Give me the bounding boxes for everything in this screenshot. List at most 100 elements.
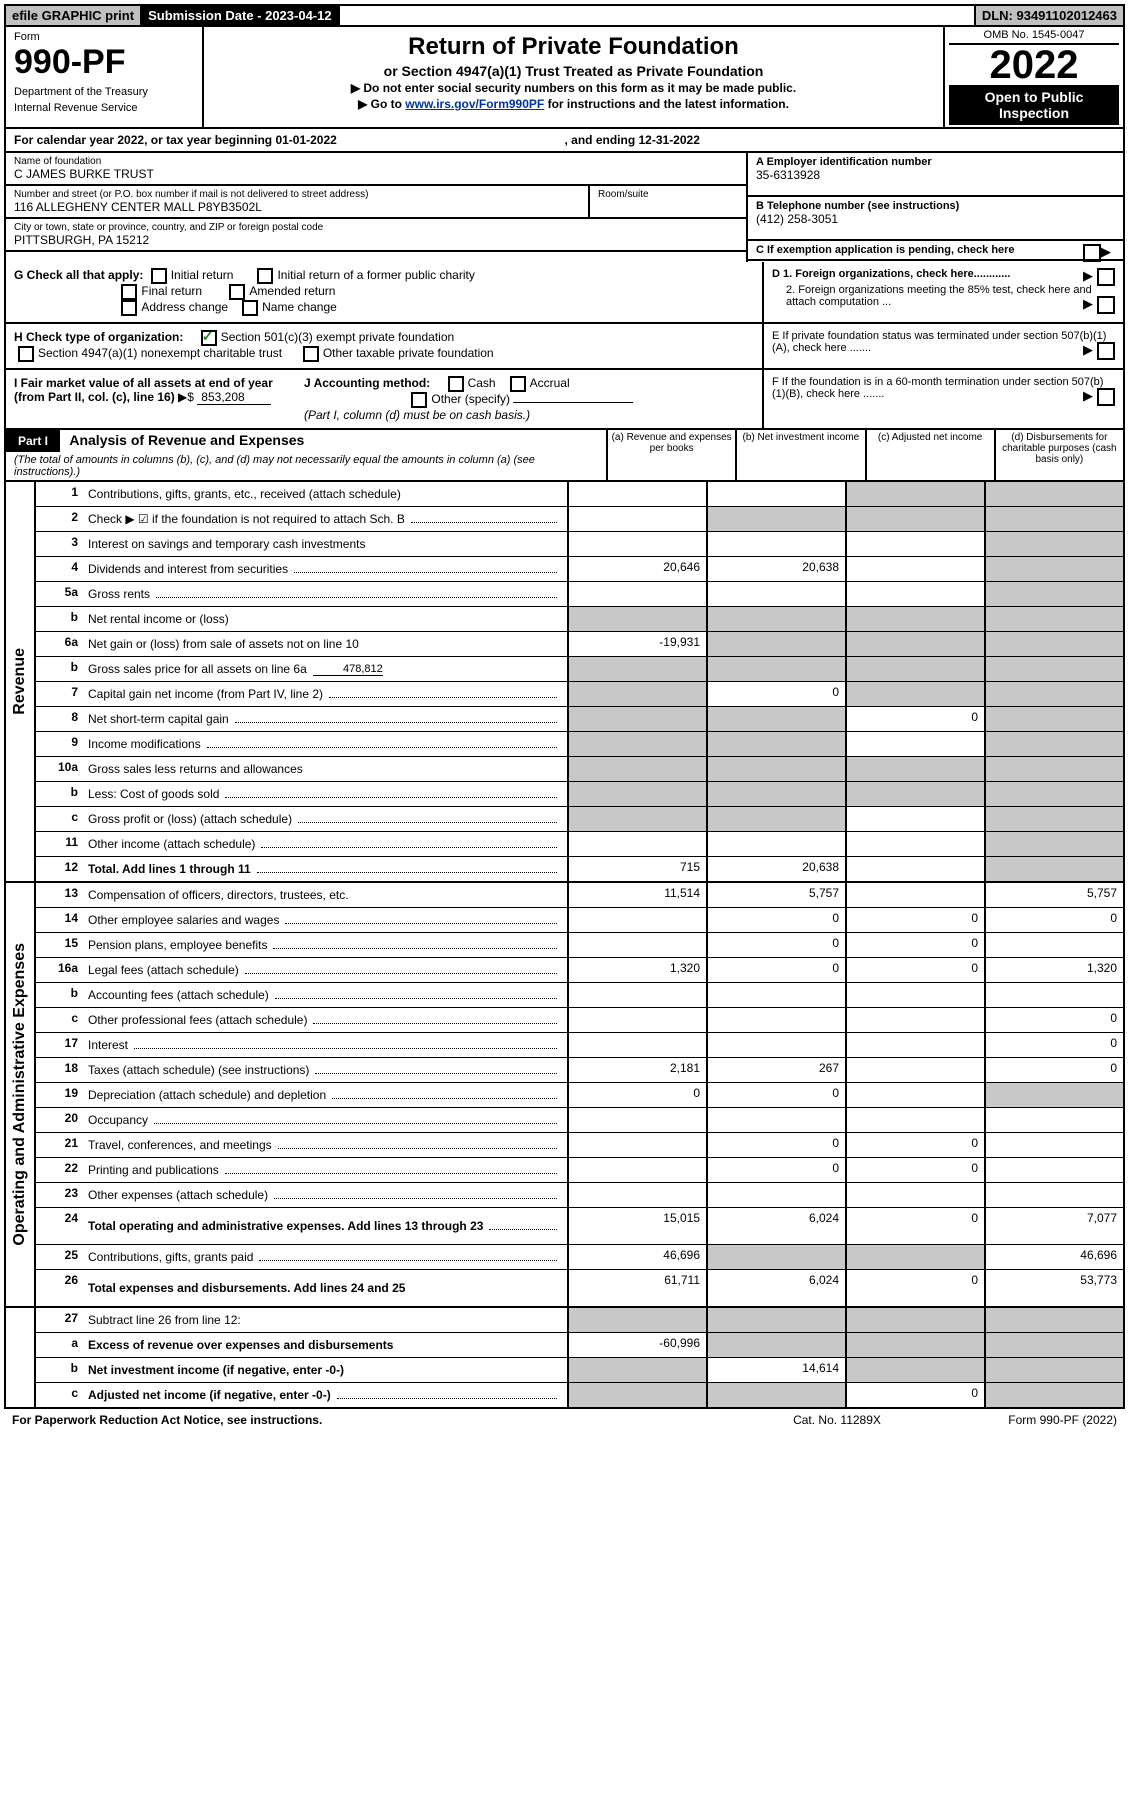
e-checkbox[interactable] xyxy=(1097,342,1115,360)
table-row: 11Other income (attach schedule) xyxy=(36,832,1123,857)
g-initial-checkbox[interactable] xyxy=(151,268,167,284)
amount-col-a: 715 xyxy=(567,857,706,881)
amount-col-d: 0 xyxy=(984,908,1123,932)
j-accrual-checkbox[interactable] xyxy=(510,376,526,392)
j-cash-checkbox[interactable] xyxy=(448,376,464,392)
g-amended-checkbox[interactable] xyxy=(229,284,245,300)
box-h: H Check type of organization: Section 50… xyxy=(6,324,762,368)
dots-leader xyxy=(245,966,557,974)
box-i: I Fair market value of all assets at end… xyxy=(14,376,294,422)
amount-col-d xyxy=(984,1083,1123,1107)
line-number: b xyxy=(36,657,84,681)
table-row: 7Capital gain net income (from Part IV, … xyxy=(36,682,1123,707)
amount-col-a xyxy=(567,1108,706,1132)
table-row: 27Subtract line 26 from line 12: xyxy=(36,1308,1123,1333)
dots-leader xyxy=(329,690,557,698)
amount-col-b xyxy=(706,632,845,656)
line-desc-text: Gross sales less returns and allowances xyxy=(88,762,303,776)
g-final-checkbox[interactable] xyxy=(121,284,137,300)
amount-col-d xyxy=(984,507,1123,531)
line-description: Other employee salaries and wages xyxy=(84,908,567,932)
amount-col-d xyxy=(984,682,1123,706)
table-row: 12Total. Add lines 1 through 1171520,638 xyxy=(36,857,1123,881)
amount-col-c: 0 xyxy=(845,908,984,932)
amount-col-c xyxy=(845,657,984,681)
amount-col-a xyxy=(567,732,706,756)
line-number: c xyxy=(36,1383,84,1407)
line-desc-text: Income modifications xyxy=(88,737,201,751)
amount-col-b xyxy=(706,832,845,856)
amount-col-d xyxy=(984,632,1123,656)
g-address-checkbox[interactable] xyxy=(121,300,137,316)
amount-col-b xyxy=(706,757,845,781)
amount-col-c xyxy=(845,1108,984,1132)
amount-col-c: 0 xyxy=(845,1133,984,1157)
g-name-checkbox[interactable] xyxy=(242,300,258,316)
irs-label: Internal Revenue Service xyxy=(14,102,194,114)
d2-checkbox[interactable] xyxy=(1097,296,1115,314)
amount-col-a xyxy=(567,757,706,781)
col-d-header: (d) Disbursements for charitable purpose… xyxy=(994,430,1123,480)
f-checkbox[interactable] xyxy=(1097,388,1115,406)
amount-col-b: 0 xyxy=(706,958,845,982)
part-1-desc-col: Part I Analysis of Revenue and Expenses … xyxy=(6,430,606,480)
line-description: Gross sales less returns and allowances xyxy=(84,757,567,781)
amount-col-a xyxy=(567,1008,706,1032)
amount-col-c xyxy=(845,532,984,556)
line-description: Total. Add lines 1 through 11 xyxy=(84,857,567,881)
box-c-checkbox[interactable] xyxy=(1083,244,1101,262)
line-number: 19 xyxy=(36,1083,84,1107)
h-4947-checkbox[interactable] xyxy=(18,346,34,362)
amount-col-b: 6,024 xyxy=(706,1270,845,1306)
amount-col-d xyxy=(984,557,1123,581)
instr-1: ▶ Do not enter social security numbers o… xyxy=(212,81,935,95)
amount-col-d xyxy=(984,1383,1123,1407)
h-other-checkbox[interactable] xyxy=(303,346,319,362)
revenue-rows: 1Contributions, gifts, grants, etc., rec… xyxy=(36,482,1123,881)
street-cell: Number and street (or P.O. box number if… xyxy=(6,186,590,217)
amount-col-a: 61,711 xyxy=(567,1270,706,1306)
operating-vlabel: Operating and Administrative Expenses xyxy=(6,883,36,1306)
j-other-checkbox[interactable] xyxy=(411,392,427,408)
line-number: b xyxy=(36,983,84,1007)
footer-mid: Cat. No. 11289X xyxy=(737,1413,937,1427)
amount-col-b: 0 xyxy=(706,908,845,932)
line-number: 27 xyxy=(36,1308,84,1332)
dots-leader xyxy=(298,815,557,823)
form-link[interactable]: www.irs.gov/Form990PF xyxy=(405,97,544,111)
amount-col-a xyxy=(567,807,706,831)
amount-col-d xyxy=(984,607,1123,631)
dots-leader xyxy=(273,941,557,949)
amount-col-d xyxy=(984,1133,1123,1157)
amount-col-a xyxy=(567,682,706,706)
line-description: Printing and publications xyxy=(84,1158,567,1182)
g-opt-4: Address change xyxy=(141,300,228,314)
dots-leader xyxy=(315,1066,557,1074)
amount-col-a xyxy=(567,1133,706,1157)
amount-col-a: 20,646 xyxy=(567,557,706,581)
j-opt-2: Other (specify) xyxy=(431,392,510,406)
amount-col-b: 0 xyxy=(706,1083,845,1107)
g-initial-former-checkbox[interactable] xyxy=(257,268,273,284)
amount-col-a xyxy=(567,607,706,631)
amount-col-a xyxy=(567,933,706,957)
amount-col-d: 0 xyxy=(984,1058,1123,1082)
d1-checkbox[interactable] xyxy=(1097,268,1115,286)
line-number: 23 xyxy=(36,1183,84,1207)
f-label: F If the foundation is in a 60-month ter… xyxy=(772,376,1103,400)
line-number: c xyxy=(36,1008,84,1032)
row-g-d: G Check all that apply: Initial return I… xyxy=(4,262,1125,324)
h-501c3-checkbox[interactable] xyxy=(201,330,217,346)
box-g: G Check all that apply: Initial return I… xyxy=(6,262,762,322)
dots-leader xyxy=(225,1166,557,1174)
open-inspection: Open to Public Inspection xyxy=(949,85,1119,125)
info-grid: Name of foundation C JAMES BURKE TRUST N… xyxy=(4,153,1125,262)
table-row: 18Taxes (attach schedule) (see instructi… xyxy=(36,1058,1123,1083)
table-row: 3Interest on savings and temporary cash … xyxy=(36,532,1123,557)
line-desc-text: Capital gain net income (from Part IV, l… xyxy=(88,687,323,701)
line-desc-text: Other income (attach schedule) xyxy=(88,837,255,851)
dots-leader xyxy=(154,1116,557,1124)
amount-col-c xyxy=(845,1245,984,1269)
line-desc-text: Net investment income (if negative, ente… xyxy=(88,1363,344,1377)
amount-col-a xyxy=(567,908,706,932)
